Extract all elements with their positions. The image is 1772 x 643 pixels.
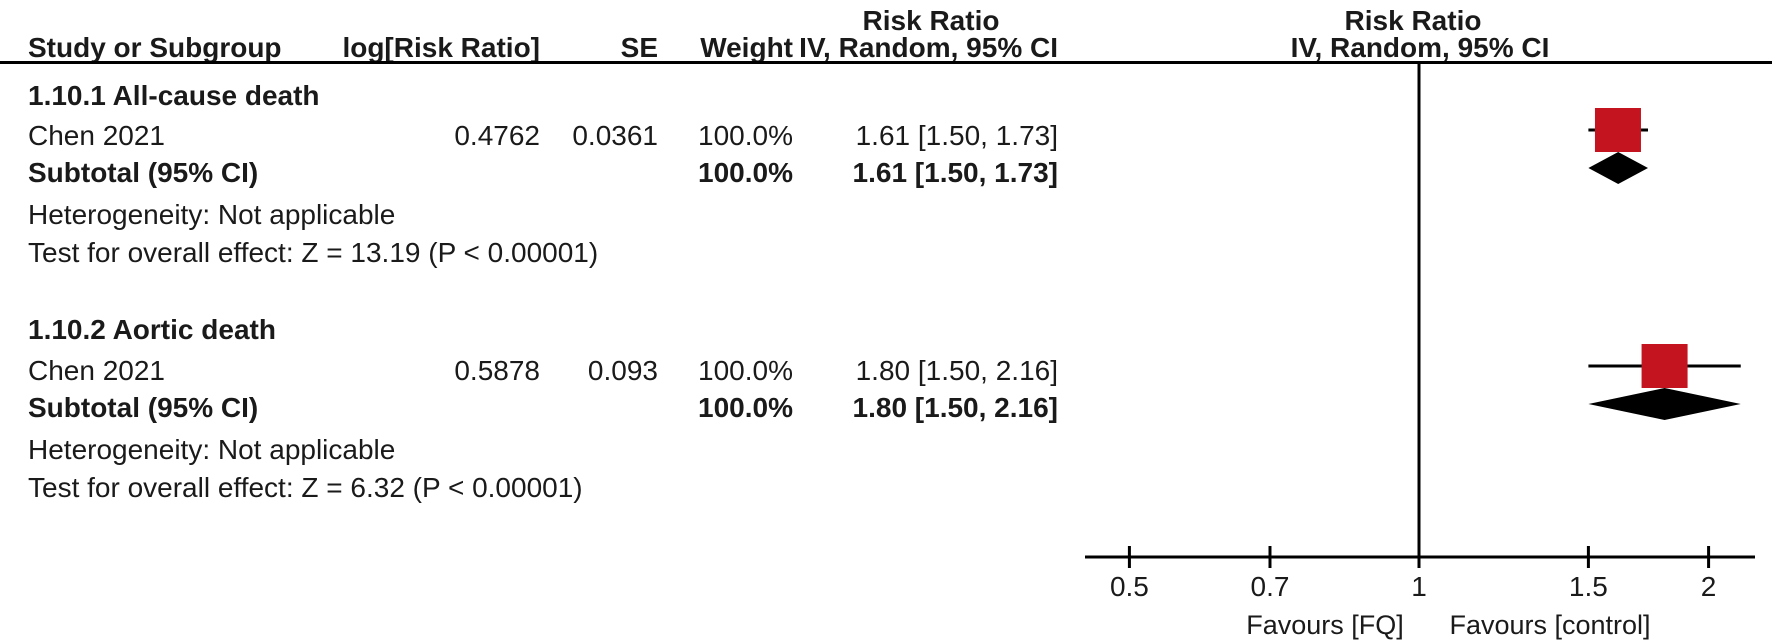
overall-effect-note: Test for overall effect: Z = 13.19 (P < …: [28, 237, 599, 268]
study-ci: 1.80 [1.50, 2.16]: [855, 355, 1058, 386]
overall-effect-note: Test for overall effect: Z = 6.32 (P < 0…: [28, 472, 583, 503]
col-header-weight: Weight: [700, 32, 793, 63]
study-name: Chen 2021: [28, 355, 166, 386]
plot-column-title: Risk Ratio: [1344, 5, 1482, 36]
axis-tick-label: 1.5: [1569, 571, 1608, 602]
effect-column-title: Risk Ratio: [862, 5, 1000, 36]
subgroup-heading: 1.10.1 All-cause death: [28, 80, 320, 111]
subtotal-diamond: [1588, 152, 1649, 184]
heterogeneity-note: Heterogeneity: Not applicable: [28, 199, 396, 230]
study-se: 0.0361: [572, 120, 658, 151]
subtotal-ci: 1.61 [1.50, 1.73]: [852, 157, 1058, 188]
heterogeneity-note: Heterogeneity: Not applicable: [28, 434, 396, 465]
axis-tick-label: 0.7: [1251, 571, 1290, 602]
subtotal-weight: 100.0%: [698, 157, 793, 188]
study-marker-square: [1641, 344, 1688, 388]
axis-tick-label: 1: [1411, 571, 1427, 602]
subtotal-ci: 1.80 [1.50, 2.16]: [852, 392, 1058, 423]
col-header-ci: IV, Random, 95% CI: [799, 32, 1058, 63]
study-log-rr: 0.5878: [454, 355, 540, 386]
study-log-rr: 0.4762: [454, 120, 540, 151]
favours-left-label: Favours [FQ]: [1246, 610, 1404, 640]
axis-tick-label: 2: [1701, 571, 1717, 602]
study-se: 0.093: [587, 355, 658, 386]
study-weight: 100.0%: [698, 120, 793, 151]
study-name: Chen 2021: [28, 120, 166, 151]
col-header-study: Study or Subgroup: [28, 32, 282, 63]
study-marker-square: [1594, 108, 1641, 152]
header-divider: [0, 61, 1772, 64]
subtotal-weight: 100.0%: [698, 392, 793, 423]
col-header-se: SE: [620, 32, 658, 63]
axis-tick-label: 0.5: [1110, 571, 1149, 602]
subtotal-label: Subtotal (95% CI): [28, 392, 259, 423]
plot-column-subtitle: IV, Random, 95% CI: [1290, 32, 1550, 63]
study-ci: 1.61 [1.50, 1.73]: [855, 120, 1058, 151]
subtotal-diamond: [1588, 388, 1741, 420]
subtotal-label: Subtotal (95% CI): [28, 157, 259, 188]
study-weight: 100.0%: [698, 355, 793, 386]
col-header-log-rr: log[Risk Ratio]: [342, 32, 540, 63]
favours-right-label: Favours [control]: [1449, 610, 1650, 640]
subgroup-heading: 1.10.2 Aortic death: [28, 314, 276, 345]
